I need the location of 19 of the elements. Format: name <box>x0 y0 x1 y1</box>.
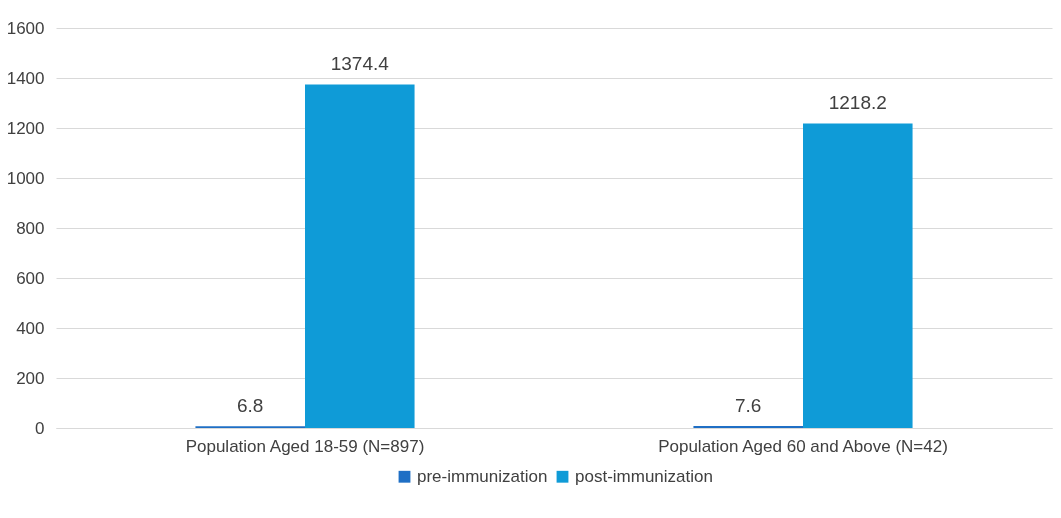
data-label: 7.6 <box>735 395 762 417</box>
y-tick-label: 600 <box>16 268 45 288</box>
data-label: 1374.4 <box>330 53 390 75</box>
y-tick-label: 0 <box>35 418 45 438</box>
y-tick-label: 1200 <box>6 118 45 138</box>
x-tick-label: Population Aged 18-59 (N=897) <box>185 436 425 456</box>
data-label: 6.8 <box>237 395 264 417</box>
bar <box>305 84 415 428</box>
legend-label: post-immunization <box>575 466 713 486</box>
x-tick-label: Population Aged 60 and Above (N=42) <box>658 436 948 456</box>
y-tick-label: 400 <box>16 318 45 338</box>
y-tick-label: 1400 <box>6 68 45 88</box>
y-tick-label: 1000 <box>6 168 45 188</box>
y-tick-label: 800 <box>16 218 45 238</box>
y-tick-label: 1600 <box>6 18 45 38</box>
data-label: 1218.2 <box>828 92 887 114</box>
bar <box>803 123 913 428</box>
legend-label: pre-immunization <box>417 466 548 486</box>
y-tick-label: 200 <box>16 368 45 388</box>
